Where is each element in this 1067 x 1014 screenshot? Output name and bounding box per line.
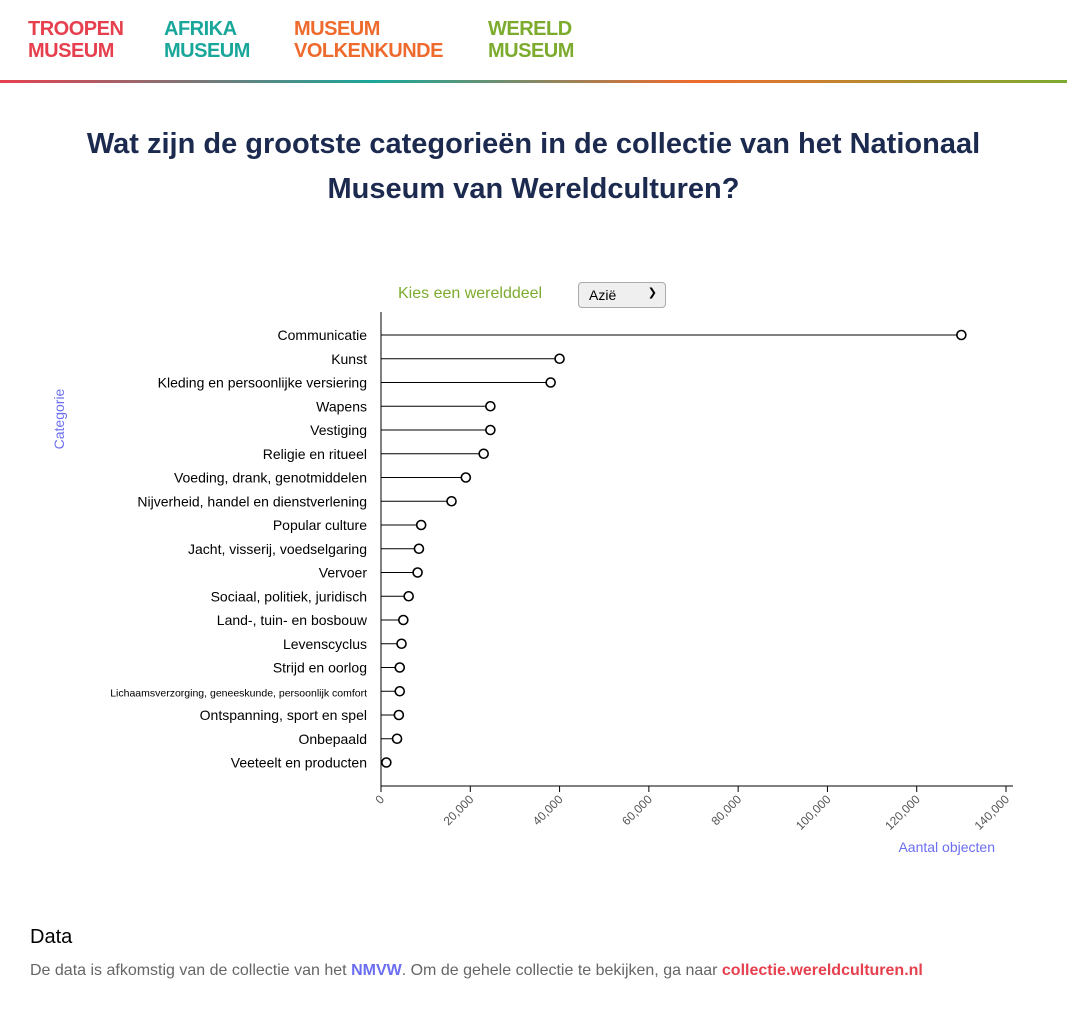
category-label: Kleding en persoonlijke versiering xyxy=(158,375,367,391)
footer-text-before: De data is afkomstig van de collectie va… xyxy=(30,962,352,979)
logo-museum-volkenkunde[interactable]: MUSEUM VOLKENKUNDE xyxy=(294,18,443,62)
lollipop-dot[interactable] xyxy=(396,638,407,650)
footer-title: Data xyxy=(30,926,73,948)
x-axis-ticks: 0 20,000 40,000 60,000 80,000 100,000 120,000 1… xyxy=(372,786,1012,833)
x-tick-label: 0 xyxy=(372,792,387,807)
continent-select[interactable]: Azië ❯ xyxy=(578,282,666,308)
category-label: Strijd en oorlog xyxy=(273,660,367,676)
category-label: Voeding, drank, genotmiddelen xyxy=(174,470,367,486)
x-axis-label: Aantal objecten xyxy=(898,839,995,855)
lollipop-dot[interactable] xyxy=(381,757,392,768)
x-tick-label: 40,000 xyxy=(530,792,566,828)
category-label: Communicatie xyxy=(278,327,368,343)
x-tick-label: 120,000 xyxy=(882,792,923,833)
category-label: Wapens xyxy=(316,398,367,414)
lollipop-dot[interactable] xyxy=(446,495,457,507)
logo-wereldmuseum[interactable]: WERELD MUSEUM xyxy=(488,18,574,62)
category-label: Vervoer xyxy=(319,565,368,581)
x-tick-label: 80,000 xyxy=(708,792,744,828)
collection-link[interactable]: collectie.wereldculturen.nl xyxy=(721,962,923,979)
continent-select-value: Azië xyxy=(589,287,617,303)
continent-select-label: Kies een werelddeel xyxy=(398,285,543,302)
page-title: Wat zijn de grootste categorieën in de c… xyxy=(86,128,981,205)
header: TROOPEN MUSEUM AFRIKA MUSEUM MUSEUM VOLK… xyxy=(0,0,1067,82)
lollipop-dot[interactable] xyxy=(393,709,405,721)
chart-lines xyxy=(381,334,962,763)
category-label: Veeteelt en producten xyxy=(231,755,367,771)
lollipop-chart: Communicatie Kunst Kleding en persoonlijke… xyxy=(51,312,1013,855)
lollipop-dot[interactable] xyxy=(391,733,403,745)
category-label: Vestiging xyxy=(310,422,367,438)
category-label: Kunst xyxy=(331,351,367,367)
nmvw-link[interactable]: NMVW xyxy=(351,962,402,979)
category-label: Religie en ritueel xyxy=(263,446,367,462)
lollipop-dot[interactable] xyxy=(478,448,489,460)
lollipop-dot[interactable] xyxy=(412,567,423,578)
x-tick-label: 60,000 xyxy=(619,792,655,828)
lollipop-dot[interactable] xyxy=(485,424,496,436)
x-tick-label: 20,000 xyxy=(441,792,477,828)
lollipop-dot[interactable] xyxy=(485,400,496,412)
footer-text-middle: . Om de gehele collectie te bekijken, ga… xyxy=(401,962,722,979)
x-tick-label: 100,000 xyxy=(793,792,834,833)
category-label: Nijverheid, handel en dienstverlening xyxy=(137,493,367,509)
chart-dots xyxy=(381,329,967,768)
category-labels: Communicatie Kunst Kleding en persoonlijke… xyxy=(110,327,368,771)
footer-text: De data is afkomstig van de collectie va… xyxy=(30,962,923,980)
header-divider xyxy=(0,80,1067,83)
lollipop-dot[interactable] xyxy=(460,472,472,483)
category-label: Lichaamsverzorging, geneeskunde, persoon… xyxy=(110,687,367,699)
logo-afrikamuseum[interactable]: AFRIKA MUSEUM xyxy=(164,18,250,62)
category-label: Popular culture xyxy=(273,517,367,533)
lollipop-dot[interactable] xyxy=(545,377,556,388)
category-label: Ontspanning, sport en spel xyxy=(200,707,367,723)
y-axis-label: Categorie xyxy=(51,388,67,449)
lollipop-dot[interactable] xyxy=(403,590,414,602)
category-label: Sociaal, politiek, juridisch xyxy=(211,588,367,604)
lollipop-dot[interactable] xyxy=(394,685,406,697)
category-label: Onbepaald xyxy=(298,731,367,747)
lollipop-dot[interactable] xyxy=(415,519,427,531)
category-label: Levenscyclus xyxy=(283,636,367,652)
category-label: Jacht, visserij, voedselgaring xyxy=(188,541,367,557)
chevron-down-icon: ❯ xyxy=(647,287,657,299)
logo-tropenmuseum[interactable]: TROOPEN MUSEUM xyxy=(28,18,124,62)
category-label: Land-, tuin- en bosbouw xyxy=(217,612,368,628)
lollipop-dot[interactable] xyxy=(956,329,967,341)
lollipop-dot[interactable] xyxy=(413,543,425,555)
x-tick-label: 140,000 xyxy=(972,792,1013,833)
lollipop-dot[interactable] xyxy=(394,662,406,673)
lollipop-dot[interactable] xyxy=(554,353,565,365)
lollipop-dot[interactable] xyxy=(398,614,409,626)
